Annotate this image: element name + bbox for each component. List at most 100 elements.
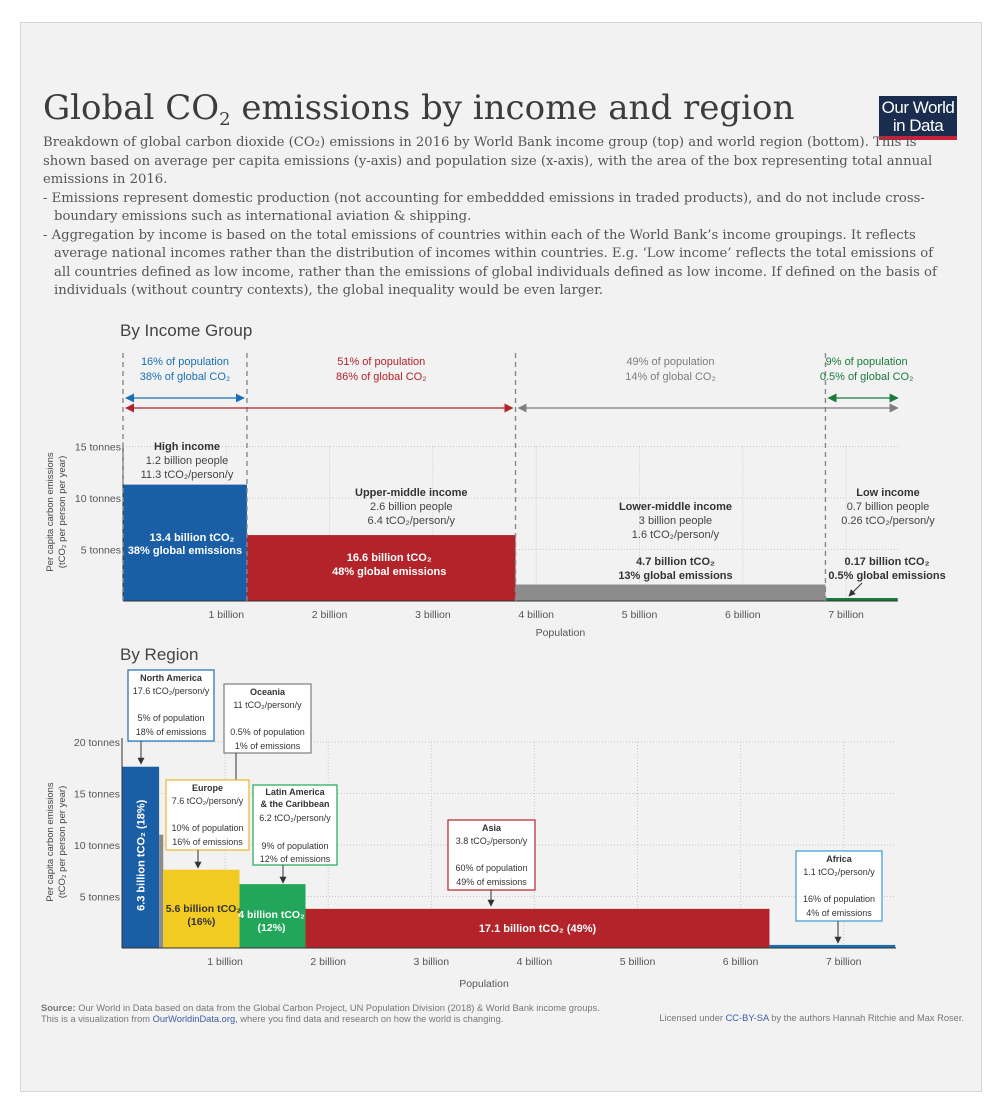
x-axis-label: Population (459, 978, 509, 990)
y-tick-label: 5 tonnes (81, 545, 121, 557)
bar-low-income (825, 598, 898, 601)
bar-label-north-america: 6.3 billion tCO₂ (18%) (136, 799, 148, 911)
y-axis-label: Per capita carbon emissions (45, 782, 56, 902)
y-tick-label: 20 tonnes (74, 737, 120, 749)
callout-europe: Europe 7.6 tCO₂/person/y 10% of population… (165, 779, 250, 869)
bracket-population-label: 9% of population (826, 356, 908, 368)
bar-north-america (122, 766, 160, 948)
x-tick-label: 6 billion (725, 609, 761, 621)
callout-asia: Asia 3.8 tCO₂/person/y 60% of population 49… (447, 819, 536, 907)
owid-link[interactable]: OurWorldinData.org (152, 1014, 236, 1024)
bar-lower-middle-income (515, 584, 826, 601)
region-emission-share: 49% of emissions (456, 877, 527, 887)
bar-europe (163, 869, 240, 948)
region-rate: 6.2 tCO₂/person/y (259, 813, 331, 823)
x-tick-label: 3 billion (415, 609, 451, 621)
license-text-end: by the authors Hannah Ritchie and Max Ro… (768, 1013, 964, 1023)
region-chart: By Region 5 tonnes 10 tonnes 15 tonnes 20 to… (45, 645, 896, 990)
callout-north-america: North America 17.6 tCO₂/person/y 5% of pop… (127, 669, 215, 765)
license-link[interactable]: CC-BY-SA (725, 1013, 769, 1023)
callout-oceania: Oceania 11 tCO₂/person/y 0.5% of populatio… (223, 683, 312, 829)
region-population-share: 16% of population (803, 894, 875, 904)
region-emission-share: 16% of emissions (172, 837, 243, 847)
x-tick-label: 1 billion (208, 609, 244, 621)
region-name: Latin America (265, 787, 325, 797)
group-people: 1.2 billion people (146, 455, 229, 467)
y-tick-label: 5 tonnes (80, 892, 120, 904)
region-population-share: 10% of population (171, 823, 243, 833)
bar-share-label: 38% global emissions (128, 545, 242, 557)
region-population-share: 9% of population (261, 841, 328, 851)
bracket-population-label: 16% of population (141, 356, 229, 368)
x-tick-label: 4 billion (518, 609, 554, 621)
bar-total-label: 0.17 billion tCO₂ (845, 556, 930, 568)
x-tick-label: 6 billion (723, 956, 759, 968)
group-name: Lower-middle income (619, 501, 732, 513)
group-rate: 11.3 tCO₂/person/y (141, 469, 234, 481)
viz-text: This is a visualization from (41, 1014, 153, 1024)
bracket-population-label: 49% of population (626, 356, 714, 368)
y-axis-label-unit: (tCO₂ per person per year) (57, 786, 68, 898)
x-tick-label: 7 billion (826, 956, 862, 968)
callout-box (447, 819, 536, 891)
callout-box (127, 669, 215, 742)
income-group-chart: By Income Group 5 tonnes 10 tonnes 15 tonne… (45, 321, 946, 639)
x-axis-label: Population (536, 627, 586, 639)
group-people: 2.6 billion people (370, 501, 453, 513)
bracket-co2-label: 86% of global CO₂ (336, 371, 427, 383)
bracket-population-label: 51% of population (337, 356, 425, 368)
region-rate: 1.1 tCO₂/person/y (803, 867, 875, 877)
chart-description: Breakdown of global carbon dioxide (CO₂)… (43, 134, 953, 301)
region-population-share: 5% of population (137, 713, 204, 723)
logo-line-1: Our World (881, 98, 955, 117)
bar-asia (305, 908, 770, 948)
group-people: 3 billion people (639, 515, 712, 527)
license-text: Licensed under (659, 1013, 726, 1023)
x-tick-label: 5 billion (622, 609, 658, 621)
region-population-share: 0.5% of population (230, 727, 305, 737)
bar-share-label: 0.5% global emissions (828, 570, 945, 582)
bar-high-income (123, 484, 247, 601)
region-name-line2: & the Caribbean (260, 799, 329, 809)
region-name: Africa (826, 854, 853, 864)
bar-label-europe-share: (16%) (187, 916, 215, 928)
chart-title: By Income Group (120, 321, 252, 340)
bracket-co2-label: 38% of global CO₂ (140, 371, 231, 383)
logo-bar (879, 136, 957, 140)
x-tick-label: 2 billion (312, 609, 348, 621)
viz-text-end: , where you find data and research on ho… (235, 1014, 504, 1024)
region-emission-share: 1% of emissions (235, 741, 301, 751)
y-tick-label: 15 tonnes (74, 789, 120, 801)
y-tick-label: 15 tonnes (75, 442, 121, 454)
x-tick-label: 4 billion (517, 956, 553, 968)
group-rate: 0.26 tCO₂/person/y (841, 515, 935, 527)
region-emission-share: 12% of emissions (260, 854, 331, 864)
group-rate: 1.6 tCO₂/person/y (632, 529, 720, 541)
source-note: Source: Our World in Data based on data … (41, 1003, 600, 1025)
region-rate: 7.6 tCO₂/person/y (172, 796, 244, 806)
bar-total-label: 13.4 billion tCO₂ (149, 532, 234, 544)
source-label: Source: (41, 1003, 76, 1013)
bar-label-latin-america: 4 billion tCO₂ (238, 909, 305, 921)
x-tick-label: 7 billion (828, 609, 864, 621)
logo-line-2: in Data (892, 116, 944, 135)
group-name: Upper-middle income (355, 487, 467, 499)
x-tick-label: 1 billion (207, 956, 243, 968)
owid-logo[interactable]: Our World in Data (879, 96, 957, 140)
callout-box (165, 779, 250, 851)
bar-label-latin-america-share: (12%) (258, 922, 286, 934)
callout-africa: Africa 1.1 tCO₂/person/y 16% of population… (795, 850, 883, 944)
bar-label-asia: 17.1 billion tCO₂ (49%) (479, 923, 597, 935)
callout-box (223, 683, 312, 754)
region-emission-share: 18% of emissions (136, 727, 207, 737)
region-population-share: 60% of population (455, 863, 527, 873)
description-note-emissions: - Emissions represent domestic productio… (43, 190, 925, 225)
y-axis-label-unit: (tCO₂ per person per year) (57, 456, 68, 568)
bar-upper-middle-income (246, 535, 516, 601)
y-tick-label: 10 tonnes (75, 493, 121, 505)
region-rate: 17.6 tCO₂/person/y (133, 686, 210, 696)
region-rate: 11 tCO₂/person/y (233, 700, 302, 710)
group-name: Low income (856, 487, 920, 499)
bar-label-europe: 5.6 billion tCO₂ (166, 903, 242, 915)
license-note: Licensed under CC-BY-SA by the authors H… (659, 1013, 964, 1023)
